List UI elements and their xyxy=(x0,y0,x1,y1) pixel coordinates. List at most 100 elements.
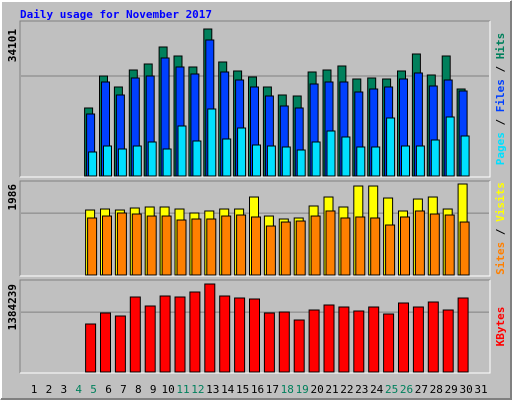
bar xyxy=(278,311,290,373)
bar xyxy=(266,145,276,177)
bar xyxy=(237,127,247,177)
bar xyxy=(191,218,202,276)
bar xyxy=(116,212,127,276)
bar xyxy=(341,136,351,177)
bar xyxy=(103,145,112,177)
x-tick-label: 28 xyxy=(430,383,443,396)
bar xyxy=(311,141,321,177)
bar xyxy=(207,108,217,177)
bar xyxy=(308,309,320,373)
legend-separator: / xyxy=(494,59,507,79)
panel-bevel-light xyxy=(20,181,491,277)
x-tick-label: 13 xyxy=(206,383,219,396)
x-tick-label: 9 xyxy=(150,383,157,396)
x-tick-label: 16 xyxy=(251,383,264,396)
legend-entry: KBytes xyxy=(494,307,507,347)
bar xyxy=(401,145,410,177)
x-tick-label: 4 xyxy=(75,383,82,396)
bar xyxy=(400,216,410,276)
bar xyxy=(222,138,232,177)
bar xyxy=(100,312,111,373)
bar xyxy=(356,146,366,177)
bar xyxy=(415,145,425,177)
bar xyxy=(340,217,351,276)
bar xyxy=(162,148,172,177)
bar xyxy=(252,144,261,177)
bar xyxy=(427,301,439,373)
bar xyxy=(383,313,395,373)
bar xyxy=(370,217,381,276)
bar xyxy=(412,306,424,373)
bar xyxy=(445,116,455,177)
bar xyxy=(147,141,157,177)
x-tick-label: 8 xyxy=(135,383,142,396)
panel-bevel-light xyxy=(20,21,491,178)
x-tick-label: 12 xyxy=(191,383,204,396)
bar xyxy=(189,291,201,373)
bar xyxy=(310,215,321,276)
panel-bevel-dark xyxy=(19,180,490,276)
bar xyxy=(174,296,186,373)
legend-separator: / xyxy=(494,222,507,242)
bar xyxy=(386,117,396,177)
bar xyxy=(206,218,217,276)
bar xyxy=(325,210,336,276)
bar xyxy=(88,151,98,177)
bar xyxy=(295,220,306,276)
x-tick-label: 30 xyxy=(459,383,472,396)
bar xyxy=(442,309,454,373)
bar xyxy=(323,304,335,373)
bar xyxy=(204,283,216,373)
bar xyxy=(460,135,470,177)
bar xyxy=(293,319,305,373)
x-tick-label: 14 xyxy=(221,383,235,396)
bar xyxy=(296,149,306,177)
bar xyxy=(102,215,112,276)
bar xyxy=(85,323,97,373)
y-tick-label: 1384239 xyxy=(6,284,19,330)
x-tick-label: 7 xyxy=(120,383,127,396)
chart-title: Daily usage for November 2017 xyxy=(20,8,212,21)
bar xyxy=(353,310,365,373)
x-tick-label: 5 xyxy=(90,383,97,396)
bar xyxy=(280,221,291,276)
bar xyxy=(281,146,291,177)
bar xyxy=(177,125,187,177)
bar xyxy=(338,306,350,373)
x-tick-label: 6 xyxy=(105,383,112,396)
panel-bevel-light xyxy=(20,280,491,374)
bar xyxy=(263,312,275,373)
bar xyxy=(131,213,142,276)
x-tick-label: 24 xyxy=(370,383,384,396)
bar xyxy=(159,295,171,373)
bar xyxy=(117,148,127,177)
bar xyxy=(444,214,455,276)
x-tick-label: 17 xyxy=(266,383,279,396)
bar xyxy=(176,219,187,276)
x-tick-label: 10 xyxy=(161,383,174,396)
bar xyxy=(114,315,126,373)
x-tick-label: 29 xyxy=(445,383,458,396)
x-tick-label: 23 xyxy=(355,383,368,396)
legend: Sites / Visits xyxy=(494,182,507,275)
bar xyxy=(430,139,440,177)
bar xyxy=(221,215,232,276)
legend-entry: Visits xyxy=(494,182,507,222)
legend-entry: Hits xyxy=(494,33,507,60)
x-tick-label: 3 xyxy=(60,383,67,396)
x-tick-label: 11 xyxy=(176,383,189,396)
bar xyxy=(192,140,202,177)
bar xyxy=(459,221,470,276)
y-tick-label: 1986 xyxy=(6,184,19,211)
x-tick-label: 20 xyxy=(310,383,323,396)
x-tick-label: 22 xyxy=(340,383,353,396)
panel-bevel-dark xyxy=(19,279,490,373)
bar xyxy=(144,305,156,373)
bar xyxy=(414,210,425,276)
x-tick-label: 26 xyxy=(400,383,413,396)
bar xyxy=(368,306,380,373)
bar xyxy=(251,216,261,276)
